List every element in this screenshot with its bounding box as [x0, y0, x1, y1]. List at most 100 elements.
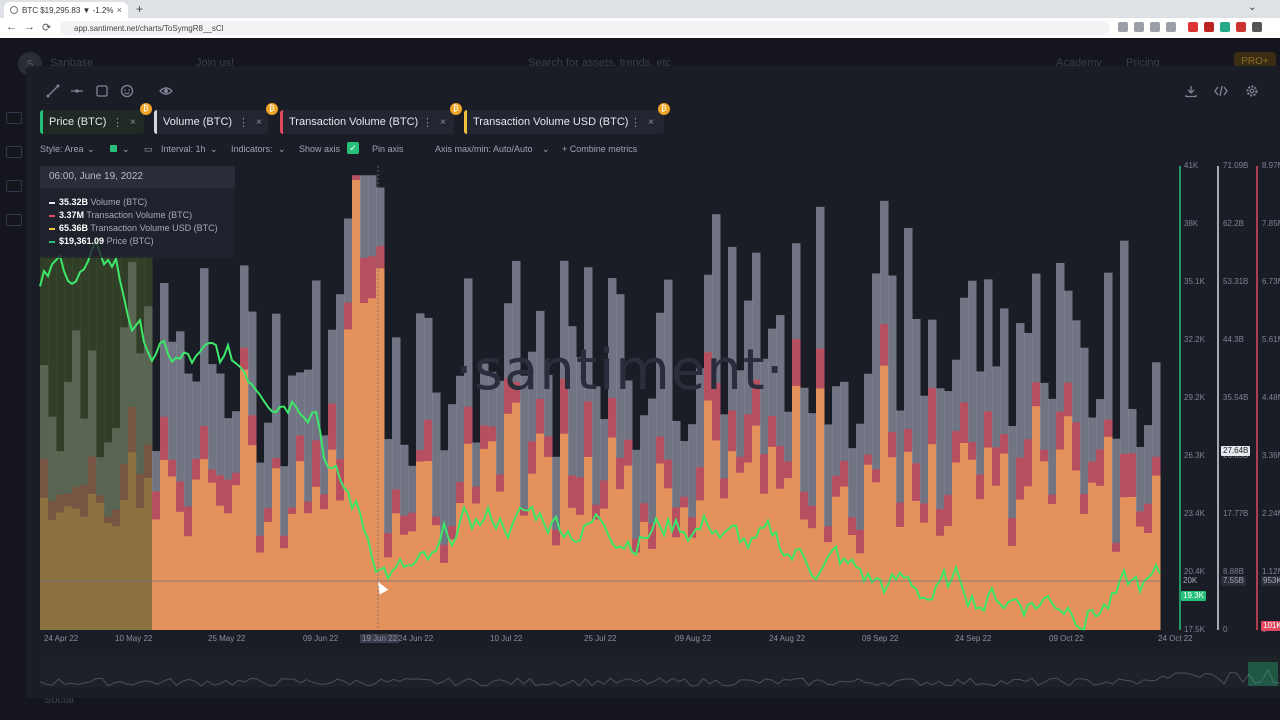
indicators-selector[interactable]: Indicators: [231, 144, 273, 154]
volume-bar [288, 375, 297, 630]
txvol-usd-bar [680, 507, 689, 630]
txvol-usd-bar [200, 459, 209, 630]
txvol-usd-bar [968, 459, 977, 630]
axis-tick-label: 1.12M [1262, 567, 1280, 576]
chevron-down-icon[interactable]: ⌄ [210, 144, 218, 154]
txvol-usd-bar [424, 461, 433, 630]
sidebar-icon [6, 112, 22, 124]
metric-close-icon[interactable]: × [130, 116, 136, 128]
txvol-usd-bar [928, 444, 937, 630]
tab-close-icon[interactable]: × [116, 5, 122, 15]
horizontal-line-icon[interactable] [70, 84, 84, 98]
metric-close-icon[interactable]: × [440, 116, 446, 128]
show-axis-checkbox[interactable]: ✓ [347, 142, 359, 154]
txvol-usd-bar [552, 545, 561, 630]
txvol-usd-bar [496, 491, 505, 630]
txvol-usd-bar [920, 522, 929, 630]
back-button[interactable]: ← [6, 21, 17, 33]
forward-button[interactable]: → [24, 21, 35, 33]
emoji-icon[interactable] [120, 84, 134, 98]
chevron-down-icon[interactable]: ⌄ [122, 144, 130, 154]
metric-close-icon[interactable]: × [256, 116, 262, 128]
chevron-down-icon[interactable]: ⌄ [278, 144, 286, 154]
txvol-usd-bar [288, 513, 297, 630]
pro-coin-icon: ₿ [658, 103, 670, 115]
eye-icon[interactable] [159, 84, 173, 98]
txvol-usd-bar [568, 507, 577, 630]
metric-chip-transaction-volume-usd[interactable]: Transaction Volume USD (BTC) ⋮ × ₿ [464, 103, 670, 134]
tooltip-label: Price (BTC) [106, 236, 154, 246]
price-area [144, 256, 153, 630]
pin-axis-toggle[interactable]: Pin axis [372, 144, 404, 154]
metric-close-icon[interactable]: × [648, 116, 654, 128]
txvol-usd-bar [224, 513, 233, 630]
extension-icon[interactable] [1118, 22, 1128, 32]
axis-maxmin-selector[interactable]: Axis max/min: Auto/Auto [435, 144, 533, 154]
download-icon[interactable] [1184, 84, 1198, 98]
txvol-usd-bar [672, 537, 681, 630]
chevron-down-icon[interactable]: ⌄ [542, 144, 550, 154]
interval-selector[interactable]: Interval: 1h [161, 144, 206, 154]
volume-bar [648, 398, 657, 630]
txvol-usd-bar [1096, 485, 1105, 630]
axis-tick-label: 2.24M [1262, 509, 1280, 518]
tab-favicon-icon [10, 6, 18, 14]
zoom-icon[interactable] [1134, 22, 1144, 32]
line-tool-icon[interactable] [46, 84, 60, 98]
x-tick-label: 25 Jul 22 [584, 634, 617, 643]
settings-icon[interactable] [1245, 84, 1259, 98]
x-tick-label: 24 Aug 22 [769, 634, 806, 643]
txvol-usd-bar [344, 329, 353, 630]
bookmark-star-icon[interactable] [1166, 22, 1176, 32]
metric-chip-volume[interactable]: Volume (BTC) ⋮ × ₿ [154, 103, 278, 134]
extension-red2-icon[interactable] [1204, 22, 1214, 32]
txvol-usd-bar [432, 525, 441, 630]
browser-tab[interactable]: BTC $19,295.83 ▼ -1.2% × [4, 2, 128, 18]
combine-metrics-button[interactable]: + Combine metrics [562, 144, 638, 154]
metric-menu-icon[interactable]: ⋮ [422, 116, 433, 129]
axis-tick-label: 6.73M [1262, 277, 1280, 286]
txvol-usd-bar [728, 451, 737, 630]
txvol-usd-bar [800, 519, 809, 630]
txvol-usd-bar [832, 496, 841, 630]
txvol-usd-bar [448, 539, 457, 630]
txvol-usd-bar [488, 441, 497, 630]
txvol-usd-bar [520, 515, 529, 630]
note-icon[interactable] [95, 84, 109, 98]
txvol-usd-bar [736, 472, 745, 630]
chevron-down-icon[interactable]: ⌄ [87, 144, 95, 154]
axis-tick-label: 35.54B [1223, 393, 1249, 402]
extension-red-icon[interactable] [1188, 22, 1198, 32]
axis-tick-label: 17.5K [1184, 625, 1205, 634]
txvol-usd-bar [584, 456, 593, 630]
metric-chip-price[interactable]: Price (BTC) ⋮ × ₿ [40, 103, 152, 134]
axis-tick-label: 8.88B [1223, 567, 1244, 576]
color-swatch[interactable] [110, 145, 117, 152]
sidebar-icon [6, 180, 22, 192]
share-icon[interactable] [1150, 22, 1160, 32]
extension-green-icon[interactable] [1220, 22, 1230, 32]
sidebar-icon [6, 214, 22, 226]
metric-menu-icon[interactable]: ⋮ [630, 116, 641, 129]
metric-menu-icon[interactable]: ⋮ [112, 116, 123, 129]
metric-chip-transaction-volume[interactable]: Transaction Volume (BTC) ⋮ × ₿ [280, 103, 462, 134]
price-area [136, 256, 145, 630]
extension-menu-icon[interactable] [1252, 22, 1262, 32]
new-tab-button[interactable]: + [136, 2, 144, 16]
embed-code-icon[interactable] [1214, 84, 1228, 98]
style-selector[interactable]: Style: Area [40, 144, 84, 154]
txvol-usd-bar [688, 537, 697, 630]
metric-label: Price (BTC) [49, 116, 107, 128]
tooltip-label: Transaction Volume (BTC) [86, 210, 193, 220]
url-field[interactable]: app.santiment.net/charts/ToSymgR8__sCl [60, 21, 1110, 35]
txvol-usd-bar [960, 442, 969, 630]
metric-menu-icon[interactable]: ⋮ [238, 116, 249, 129]
txvol-usd-bar [1120, 497, 1129, 630]
reload-button[interactable]: ⟳ [42, 22, 52, 34]
price-area [96, 256, 105, 630]
txvol-usd-bar [696, 500, 705, 630]
chart-tooltip: 06:00, June 19, 2022 35.32B Volume (BTC)… [40, 166, 235, 258]
extension-red3-icon[interactable] [1236, 22, 1246, 32]
tab-list-icon[interactable]: ⌄ [1248, 2, 1257, 13]
